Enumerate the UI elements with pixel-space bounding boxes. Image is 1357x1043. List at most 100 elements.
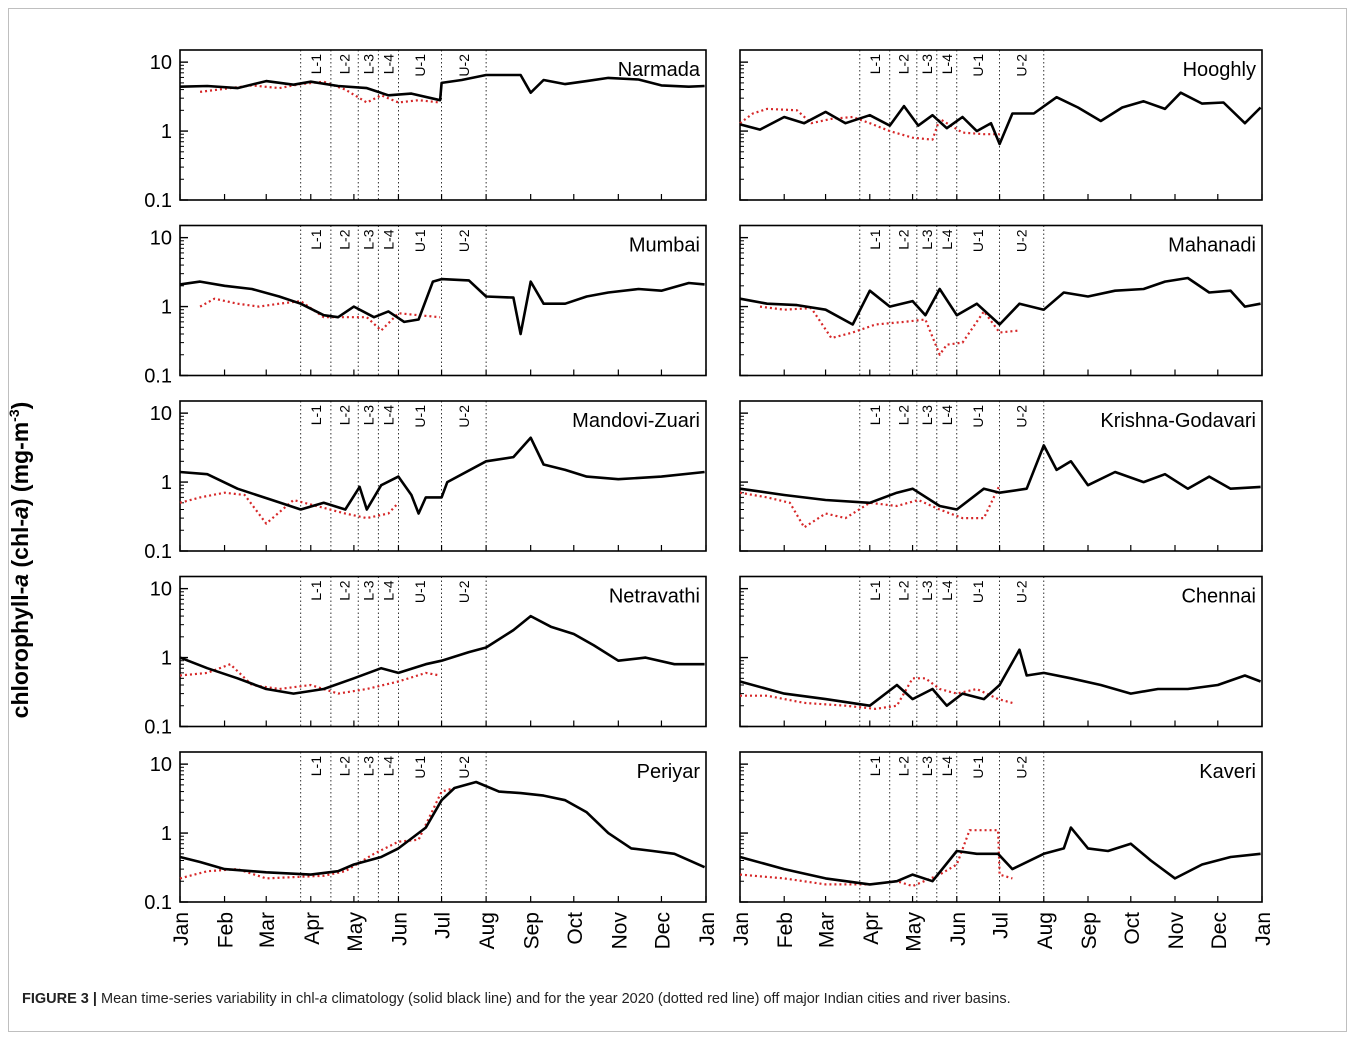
y-axis-label: chlorophyll-a (chl-a) (mg-m-3): [6, 401, 33, 719]
phase-label: L-2: [337, 405, 353, 425]
panel-mandovi-zuari: 0.1 1 10 L-1 L-2 L-3 L-4 U-1 U-2 Mandovi-Zuari: [144, 400, 707, 563]
caption-label: FIGURE 3 |: [22, 991, 97, 1007]
phase-label: L-4: [939, 54, 955, 74]
x-tick-label: Mar: [256, 912, 279, 948]
phase-label: U-2: [1014, 756, 1030, 779]
phase-label: U-2: [456, 756, 472, 779]
phase-label: L-4: [380, 405, 396, 425]
y-tick-label: 0.1: [144, 190, 172, 212]
phase-label: L-4: [380, 756, 396, 776]
series-climatology-line: [739, 826, 1261, 886]
panel-title: Narmada: [618, 59, 701, 81]
panel-netravathi: 0.1 1 10 L-1 L-2 L-3 L-4 U-1 U-2 Netravathi: [144, 575, 707, 739]
x-tick-label: May: [903, 912, 926, 952]
phase-label: L-2: [337, 756, 353, 776]
phase-label: L-4: [939, 756, 955, 776]
y-tick-label: 0.1: [144, 541, 172, 563]
phase-label: U-1: [970, 54, 986, 77]
panel-title: Mandovi-Zuari: [572, 410, 700, 432]
series-2020-line: [199, 80, 441, 104]
x-tick-label: Oct: [564, 912, 587, 945]
y-tick-label: 10: [150, 754, 172, 776]
phase-label: L-4: [380, 54, 396, 74]
series-climatology-line: [739, 444, 1261, 511]
y-tick-label: 1: [161, 648, 172, 670]
panel-krishna-godavari: L-1 L-2 L-3 L-4 U-1 U-2 Krishna-Godavari: [739, 400, 1263, 552]
y-tick-label: 1: [161, 823, 172, 845]
panel-title: Mahanadi: [1168, 235, 1256, 257]
phase-label: L-3: [360, 580, 376, 600]
phase-label: U-2: [456, 54, 472, 77]
x-tick-label: Aug: [1034, 912, 1057, 949]
x-tick-label: Jul: [432, 912, 455, 939]
phase-label: L-4: [380, 229, 396, 249]
phase-label: U-2: [1014, 580, 1030, 603]
panel-title: Netravathi: [609, 586, 700, 608]
x-tick-label: Nov: [608, 912, 631, 950]
phase-label: L-1: [867, 405, 883, 425]
phase-label: U-2: [1014, 405, 1030, 428]
x-tick-label: Feb: [215, 912, 238, 948]
series-2020-line: [179, 491, 400, 525]
phase-label: L-3: [360, 756, 376, 776]
panel-frame: [179, 400, 707, 552]
phase-label: L-2: [337, 580, 353, 600]
y-tick-label: 0.1: [144, 366, 172, 388]
phase-label: L-2: [895, 580, 911, 600]
phase-label: L-3: [360, 405, 376, 425]
phase-label: U-2: [1014, 54, 1030, 77]
series-2020-line: [759, 305, 1020, 356]
x-tick-label: Jul: [990, 912, 1013, 939]
panel-frame: [739, 224, 1263, 377]
phase-label: L-2: [895, 405, 911, 425]
phase-label: L-1: [308, 229, 324, 249]
phase-label: L-1: [308, 580, 324, 600]
phase-label: L-2: [895, 54, 911, 74]
panel-kaveri: L-1 L-2 L-3 L-4 U-1 U-2 Kaveri: [739, 751, 1263, 903]
phase-label: U-1: [970, 405, 986, 428]
panel-title: Kaveri: [1199, 761, 1256, 783]
phase-label: L-1: [867, 580, 883, 600]
panel-hooghly: L-1 L-2 L-3 L-4 U-1 U-2 Hooghly: [739, 49, 1263, 201]
panel-title: Periyar: [637, 761, 701, 783]
phase-label: L-2: [895, 756, 911, 776]
x-tick-label: Jun: [388, 912, 411, 946]
phase-label: U-2: [456, 580, 472, 603]
y-tick-label: 1: [161, 121, 172, 143]
figure-frame: [8, 8, 1347, 1032]
panel-frame: [739, 751, 1263, 903]
x-tick-label: Dec: [651, 912, 674, 949]
panel-chennai: L-1 L-2 L-3 L-4 U-1 U-2 Chennai: [739, 575, 1263, 728]
x-tick-label: Jun: [947, 912, 970, 946]
panel-title: Chennai: [1181, 586, 1256, 608]
phase-label: L-2: [337, 54, 353, 74]
series-climatology-line: [179, 780, 706, 876]
y-tick-label: 0.1: [144, 717, 172, 739]
phase-label: U-1: [970, 580, 986, 603]
x-tick-label: Jan: [170, 912, 193, 946]
phase-label: U-2: [456, 229, 472, 252]
series-2020-line: [739, 484, 1001, 529]
figure-caption: FIGURE 3 | Mean time-series variability …: [22, 991, 1011, 1007]
phase-label: U-2: [1014, 229, 1030, 252]
x-tick-label: Sep: [521, 912, 544, 949]
x-tick-label: Mar: [816, 912, 839, 948]
series-2020-line: [739, 829, 1013, 888]
phase-label: L-1: [308, 405, 324, 425]
panel-title: Mumbai: [629, 235, 700, 257]
panel-frame: [179, 575, 707, 728]
x-tick-label: May: [344, 912, 367, 952]
x-tick-label: Oct: [1121, 912, 1144, 945]
phase-label: L-1: [308, 756, 324, 776]
x-tick-label: Apr: [860, 912, 883, 945]
phase-label: L-3: [919, 756, 935, 776]
panel-frame: [739, 400, 1263, 552]
series-2020-line: [199, 297, 441, 332]
series-climatology-line: [739, 91, 1262, 146]
panel-mumbai: 0.1 1 10 L-1 L-2 L-3 L-4 U-1 U-2 Mumbai: [144, 224, 707, 388]
phase-label: L-4: [380, 580, 396, 600]
series-climatology-line: [179, 436, 705, 515]
panel-frame: [179, 751, 707, 903]
series-climatology-line: [739, 276, 1261, 326]
